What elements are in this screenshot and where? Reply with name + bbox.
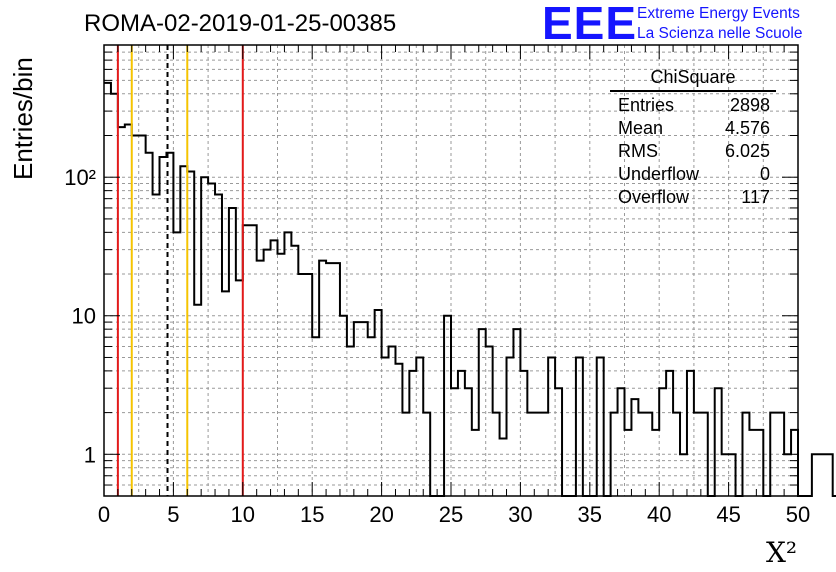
x-axis-label: X² [766, 536, 798, 569]
stats-box: ChiSquare Entries 2898 Mean 4.576 RMS 6.… [610, 67, 776, 209]
histogram-series [104, 81, 836, 497]
histogram-outline [104, 81, 836, 497]
x-tick-label: 45 [716, 502, 740, 527]
logo-caption: Extreme Energy Events La Scienza nelle S… [637, 4, 802, 44]
stats-row-mean: Mean 4.576 [610, 117, 776, 140]
x-tick-label: 15 [300, 502, 324, 527]
stats-value: 0 [759, 164, 770, 184]
x-tick-label: 50 [786, 502, 810, 527]
x-tick-label: 40 [647, 502, 671, 527]
x-tick-label: 30 [508, 502, 532, 527]
x-tick-label: 5 [167, 502, 179, 527]
stats-row-entries: Entries 2898 [610, 94, 776, 117]
y-tick-label: 10 [72, 304, 96, 329]
stats-value: 117 [741, 187, 770, 207]
stats-label: Mean [618, 118, 664, 138]
stats-value: 6.025 [724, 141, 770, 161]
x-tick-label: 10 [231, 502, 255, 527]
x-tick-label: 25 [439, 502, 463, 527]
grid-lines [104, 45, 798, 496]
x-tick-label: 0 [98, 502, 110, 527]
eee-logo: EEE [542, 0, 638, 49]
stats-label: Underflow [618, 164, 700, 184]
stats-title: ChiSquare [610, 67, 776, 92]
x-tick-label: 20 [369, 502, 393, 527]
logo-line-2: La Scienza nelle Scuole [637, 25, 803, 42]
tick-labels: 0 5 10 15 20 25 30 35 40 45 50 1 10 10² [64, 165, 810, 527]
stats-label: Entries [618, 95, 675, 115]
stats-row-rms: RMS 6.025 [610, 140, 776, 163]
stats-value: 4.576 [724, 118, 770, 138]
page-title: ROMA-02-2019-01-25-00385 [84, 10, 397, 37]
logo-line-1: Extreme Energy Events [637, 5, 800, 22]
reference-lines [116, 45, 244, 496]
x-tick-label: 35 [578, 502, 602, 527]
tick-marks [103, 44, 799, 497]
y-tick-label: 10² [64, 165, 96, 190]
y-tick-label: 1 [84, 442, 96, 467]
y-axis-label: Entries/bin [8, 57, 38, 180]
stats-value: 2898 [729, 95, 770, 115]
stats-label: RMS [618, 141, 658, 161]
stats-label: Overflow [618, 187, 690, 207]
stats-row-overflow: Overflow 117 [610, 186, 776, 209]
stats-row-underflow: Underflow 0 [610, 163, 776, 186]
